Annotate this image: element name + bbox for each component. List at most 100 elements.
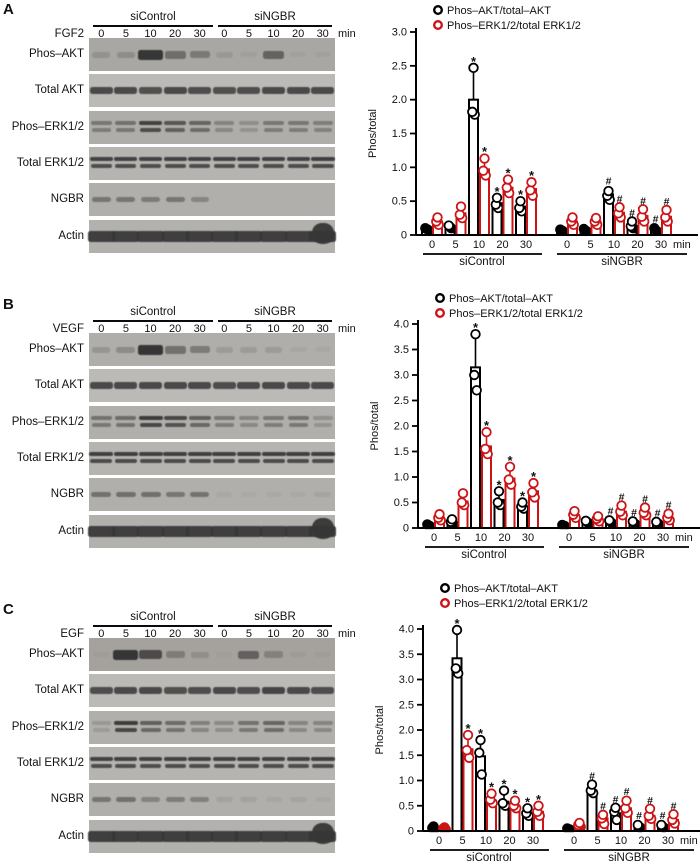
data-point xyxy=(527,487,538,498)
blot-band xyxy=(264,651,283,658)
blot-band xyxy=(314,652,331,657)
blot-band xyxy=(235,526,263,537)
blot-strip-double xyxy=(89,442,335,475)
lane-time-label: 10 xyxy=(144,28,157,40)
blot-group-header-singbr: siNGBR xyxy=(254,611,296,623)
lane-time-label: 30 xyxy=(316,323,329,335)
blot-band xyxy=(89,756,113,761)
blot-band xyxy=(263,163,284,168)
data-point xyxy=(644,803,656,814)
blot-band xyxy=(139,756,162,761)
blot-band xyxy=(139,650,162,659)
sig-asterisk: * xyxy=(494,184,500,199)
lane-time-label: 10 xyxy=(144,628,157,640)
blot-band xyxy=(311,458,334,463)
blot-band xyxy=(139,720,162,725)
blot-band xyxy=(313,422,332,427)
blot-band xyxy=(165,197,185,202)
blot-band xyxy=(263,727,284,732)
chart-panel-A: Phos–AKT/total–AKT Phos–ERK1/2/total ERK1… xyxy=(367,4,699,268)
lane-time-label: 10 xyxy=(267,28,280,40)
blot-band xyxy=(139,382,162,389)
sig-hash: # xyxy=(642,494,648,506)
blot-strip-single xyxy=(89,674,335,707)
y-tick-label: 1.0 xyxy=(394,472,409,484)
blot-band xyxy=(115,492,136,497)
group-label-sicontrol: siControl xyxy=(466,852,511,862)
data-point xyxy=(656,819,667,831)
sig-hash: # xyxy=(608,505,614,517)
blot-band xyxy=(87,231,115,242)
blot-band xyxy=(139,687,162,694)
blot-band xyxy=(262,720,285,725)
x-tick-label: 10 xyxy=(475,532,487,544)
blot-row-label: Total ERK1/2 xyxy=(16,452,84,464)
chart-bars xyxy=(422,329,675,532)
chart-y-axis: 0 0.5 1.0 1.5 2.0 2.5 3.0 3.5 4.0 Phos/total xyxy=(369,319,419,535)
blot-group-header-sicontrol: siControl xyxy=(130,11,176,23)
blot-band xyxy=(89,156,113,161)
blot-strip-ngbr xyxy=(89,183,335,216)
data-point xyxy=(468,62,479,74)
blot-band xyxy=(311,763,334,768)
blot-band xyxy=(114,382,138,389)
group-label-singbr: siNGBR xyxy=(603,549,645,561)
blot-band xyxy=(116,127,136,132)
sig-asterisk: * xyxy=(531,469,537,484)
data-point xyxy=(621,795,632,806)
blot-band xyxy=(210,231,238,242)
blot-band xyxy=(139,422,162,427)
data-point xyxy=(492,497,504,508)
blot-band xyxy=(238,415,259,420)
blot-band xyxy=(113,720,138,725)
blot-band xyxy=(190,651,209,658)
blot-group-header-sicontrol: siControl xyxy=(130,306,176,318)
blot-row-label: Phos–AKT xyxy=(29,343,84,355)
blot-band xyxy=(140,727,161,732)
data-point xyxy=(522,803,533,814)
blot-band xyxy=(114,87,138,94)
blot-row-label: Actin xyxy=(58,525,84,537)
panel-label-C: C xyxy=(3,601,14,618)
data-point xyxy=(626,216,638,227)
blot-group-line-sicontrol xyxy=(93,320,213,322)
x-tick-label: 5 xyxy=(589,532,595,544)
blot-row-label: Total ERK1/2 xyxy=(16,157,84,169)
sig-hash: # xyxy=(666,500,672,512)
blot-band xyxy=(164,422,186,427)
sig-hash: # xyxy=(617,193,623,205)
blot-band xyxy=(164,345,186,354)
blot-row-label: Actin xyxy=(58,830,84,842)
blot-band xyxy=(190,492,210,497)
sig-asterisk: * xyxy=(525,794,531,809)
blot-band xyxy=(240,492,257,497)
blot-band xyxy=(90,163,112,168)
blot-band xyxy=(261,451,286,456)
blot-band xyxy=(287,415,309,420)
blot-band xyxy=(262,687,285,694)
legend-marker-akt xyxy=(432,4,443,15)
chart-y-axis: 0 0.5 1.0 1.5 2.0 2.5 3.0 Phos/total xyxy=(367,27,417,242)
data-point xyxy=(567,212,578,223)
blot-band xyxy=(188,458,211,463)
data-point xyxy=(455,201,467,212)
bar-akt-5min xyxy=(451,657,463,833)
blot-band xyxy=(115,120,137,125)
blot-band xyxy=(114,727,137,732)
blot-band xyxy=(113,649,139,660)
blot-band xyxy=(164,50,186,59)
blot-band xyxy=(286,687,310,694)
sig-hash: # xyxy=(619,492,625,504)
blot-band xyxy=(314,347,331,352)
blot-band xyxy=(139,87,162,94)
blot-band xyxy=(139,120,162,125)
x-tick-label: 10 xyxy=(608,239,620,251)
data-point xyxy=(603,185,614,197)
chart-legend: Phos–AKT/total–AKT Phos–ERK1/2/total ERK1… xyxy=(432,4,581,32)
x-tick-label: 30 xyxy=(662,835,674,847)
lane-time-label: 30 xyxy=(316,28,329,40)
blot-band xyxy=(163,156,187,161)
data-point xyxy=(428,821,439,832)
data-point xyxy=(481,426,492,438)
